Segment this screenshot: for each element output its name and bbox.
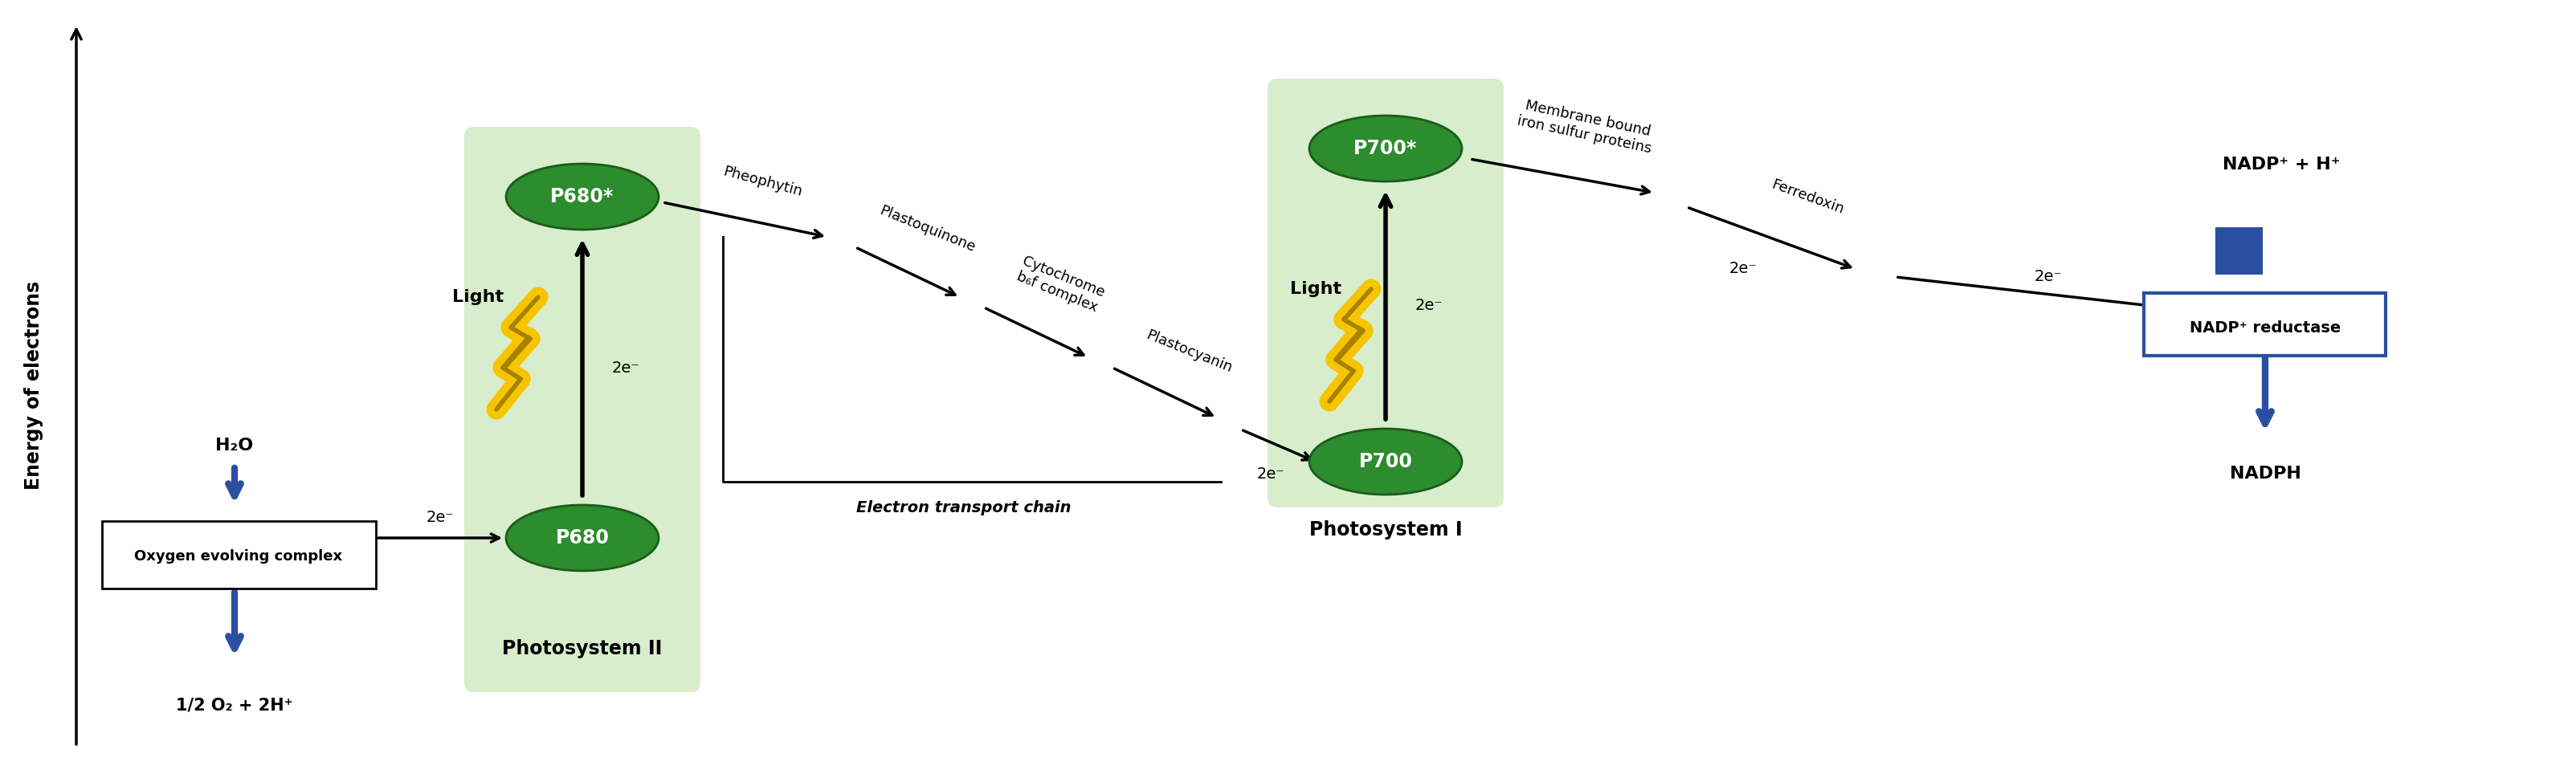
Text: Light: Light <box>1291 281 1342 297</box>
Text: Plastoquinone: Plastoquinone <box>878 203 979 255</box>
Text: NADP⁺ reductase: NADP⁺ reductase <box>2190 320 2342 335</box>
Text: 2e⁻: 2e⁻ <box>1414 297 1443 313</box>
Text: Plastocyanin: Plastocyanin <box>1144 328 1234 375</box>
Text: 2e⁻: 2e⁻ <box>1257 466 1285 482</box>
Text: NADP⁺ + H⁺: NADP⁺ + H⁺ <box>2223 156 2339 173</box>
FancyBboxPatch shape <box>103 521 376 589</box>
Text: P700: P700 <box>1358 452 1412 472</box>
Text: Photosystem II: Photosystem II <box>502 639 662 658</box>
Text: P680: P680 <box>556 529 608 547</box>
FancyBboxPatch shape <box>464 127 701 692</box>
Text: 1/2 O₂ + 2H⁺: 1/2 O₂ + 2H⁺ <box>175 697 294 713</box>
FancyBboxPatch shape <box>1267 79 1504 508</box>
Text: Electron transport chain: Electron transport chain <box>855 500 1072 515</box>
Text: 2e⁻: 2e⁻ <box>2035 269 2063 285</box>
Text: 2e⁻: 2e⁻ <box>1728 261 1757 277</box>
Ellipse shape <box>1309 116 1463 181</box>
Text: Oxygen evolving complex: Oxygen evolving complex <box>134 549 343 564</box>
Text: Pheophytin: Pheophytin <box>721 164 804 199</box>
Text: Light: Light <box>453 289 505 305</box>
Ellipse shape <box>505 505 659 571</box>
Text: NADPH: NADPH <box>2228 465 2300 482</box>
Text: Energy of electrons: Energy of electrons <box>23 281 44 490</box>
Text: 2e⁻: 2e⁻ <box>613 360 639 375</box>
FancyBboxPatch shape <box>2215 228 2262 274</box>
Text: Ferredoxin: Ferredoxin <box>1770 178 1844 217</box>
Text: H₂O: H₂O <box>216 438 252 454</box>
Ellipse shape <box>505 163 659 230</box>
Text: Membrane bound
iron sulfur proteins: Membrane bound iron sulfur proteins <box>1517 98 1656 156</box>
Ellipse shape <box>1309 429 1463 494</box>
Text: 2e⁻: 2e⁻ <box>425 510 453 526</box>
Text: P700*: P700* <box>1355 139 1417 158</box>
Text: Cytochrome
b₆f complex: Cytochrome b₆f complex <box>1015 254 1108 315</box>
Text: Photosystem I: Photosystem I <box>1309 520 1463 540</box>
FancyBboxPatch shape <box>2143 293 2385 356</box>
Text: P680*: P680* <box>551 187 613 206</box>
